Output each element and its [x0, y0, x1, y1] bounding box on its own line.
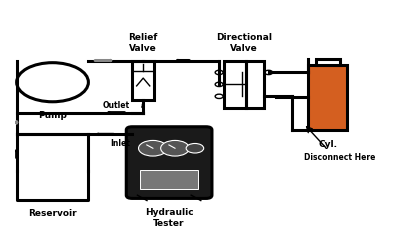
Text: Reservoir: Reservoir — [28, 208, 77, 217]
Bar — [246, 61, 264, 109]
Bar — [316, 60, 340, 65]
Bar — [308, 65, 348, 131]
Text: Outlet: Outlet — [103, 101, 130, 110]
Bar — [140, 171, 198, 189]
Text: Disconnect Here: Disconnect Here — [304, 152, 375, 161]
Circle shape — [161, 141, 189, 156]
Circle shape — [138, 141, 167, 156]
Text: Cyl.: Cyl. — [318, 139, 337, 148]
Text: Inlet: Inlet — [110, 138, 130, 147]
Circle shape — [186, 144, 204, 153]
Bar — [224, 61, 246, 109]
Bar — [132, 61, 154, 100]
Text: Directional
Valve: Directional Valve — [216, 33, 272, 53]
Text: Hydraulic
Tester: Hydraulic Tester — [145, 207, 194, 226]
Text: Relief
Valve: Relief Valve — [128, 33, 158, 53]
FancyBboxPatch shape — [126, 127, 212, 199]
Text: Pump: Pump — [38, 111, 67, 120]
